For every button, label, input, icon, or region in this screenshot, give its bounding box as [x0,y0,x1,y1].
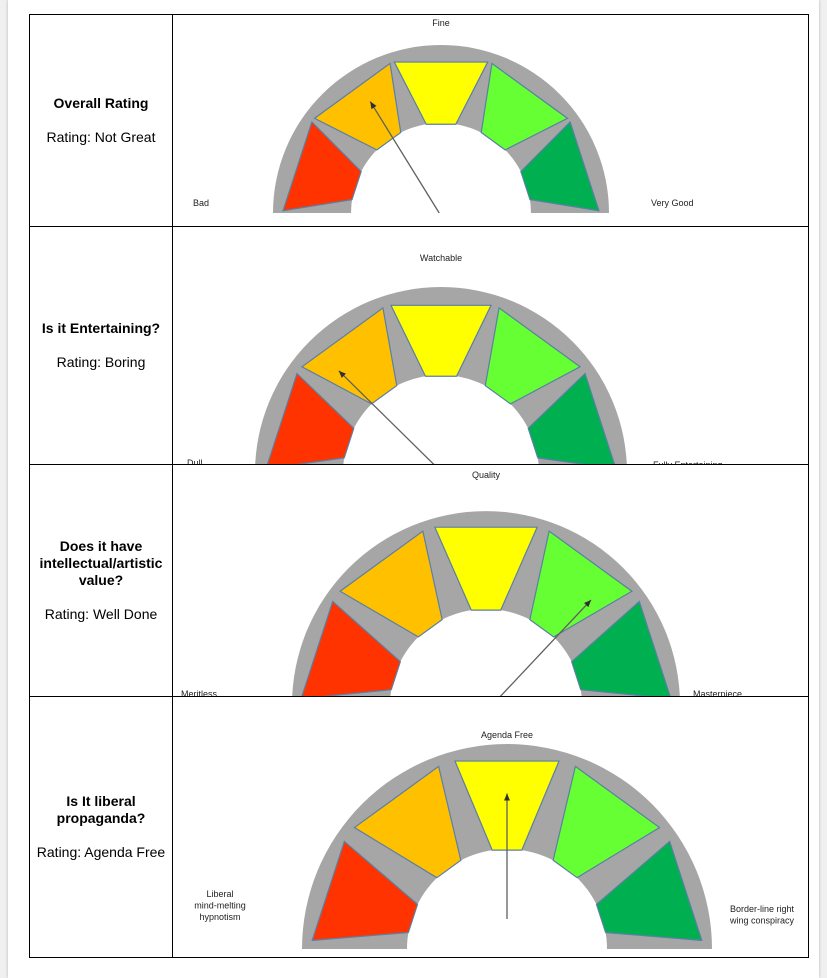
gauge-cell: Agenda Free Liberal mind-melting hypnotism B… [173,697,808,957]
rating-row-entertaining: Is it Entertaining? Rating: Boring Watch… [30,227,808,465]
segment-above-average [529,530,633,638]
segment-above-average [484,306,582,405]
segment-middle [389,304,493,377]
segment-bad [266,372,355,464]
left-label: Dull [187,458,203,464]
segment-best [527,372,616,464]
left-label: Bad [193,198,209,208]
gauge-track [255,287,627,464]
question-cell: Is it Entertaining? Rating: Boring [30,227,173,464]
needle-arrowhead [370,101,377,110]
question-text: Overall Rating [53,95,149,111]
question-text: Does it have intellectual/artistic value… [39,538,163,588]
segment-middle [433,526,539,611]
rating-text: Rating: Agenda Free [36,844,166,860]
right-label: Fully Entertaining [653,460,723,464]
rating-row-artistic-value: Does it have intellectual/artistic value… [30,465,808,697]
right-label: Border-line right wing conspiracy [729,904,795,926]
segment-below-average [353,765,462,879]
question-cell: Is It liberal propaganda? Rating: Agenda… [30,697,173,957]
left-label-line: Liberal [206,889,233,899]
segment-bad [311,840,419,942]
top-label: Watchable [420,253,462,263]
right-label-line: wing conspiracy [729,916,795,926]
left-label: Meritless [181,689,218,696]
segment-best [520,120,600,212]
left-label: Liberal mind-melting hypnotism [194,889,246,922]
question-cell: Overall Rating Rating: Not Great [30,15,173,226]
needle [369,101,440,214]
needle-arrowhead [584,599,592,608]
top-label: Fine [432,18,450,28]
rating-gauge: Fine Bad Very Good [193,18,694,214]
segment-above-average [552,765,661,879]
rating-text: Rating: Not Great [46,129,156,145]
right-label: Very Good [651,198,694,208]
needle [499,599,592,696]
needle-arrowhead [504,793,510,801]
rating-text: Rating: Well Done [44,606,158,622]
rating-gauge: Quality Meritless Masterpiece [181,470,742,696]
rating-table: Overall Rating Rating: Not Great Fine Bad… [29,14,809,958]
segment-best [595,840,703,942]
top-label: Agenda Free [481,730,533,740]
rating-row-propaganda: Is It liberal propaganda? Rating: Agenda… [30,697,808,957]
top-label: Quality [472,470,501,480]
document-page: Overall Rating Rating: Not Great Fine Bad… [8,0,819,978]
question-cell: Does it have intellectual/artistic value… [30,465,173,696]
gauge-cell: Fine Bad Very Good [173,15,808,226]
needle [338,370,435,464]
segment-best [570,600,671,696]
gauge-cell: Watchable Dull Fully Entertaining [173,227,808,464]
rating-gauge: Agenda Free Liberal mind-melting hypnotism B… [194,730,795,949]
segment-above-average [480,62,569,151]
segment-below-average [300,306,398,405]
right-label: Masterpiece [693,689,742,696]
question-text: Is It liberal propaganda? [56,793,146,826]
left-label-line: hypnotism [199,912,240,922]
rating-gauge: Watchable Dull Fully Entertaining [187,253,723,464]
gauge-cell: Quality Meritless Masterpiece [173,465,808,696]
rating-text: Rating: Boring [56,354,146,370]
segment-middle [393,61,489,125]
right-label-line: Border-line right [730,904,795,914]
left-label-line: mind-melting [194,901,246,911]
question-text: Is it Entertaining? [41,320,161,336]
segment-below-average [339,530,443,638]
segment-bad [282,120,362,212]
rating-row-overall: Overall Rating Rating: Not Great Fine Bad… [30,15,808,227]
needle-arrowhead [338,370,346,378]
segment-bad [301,600,402,696]
